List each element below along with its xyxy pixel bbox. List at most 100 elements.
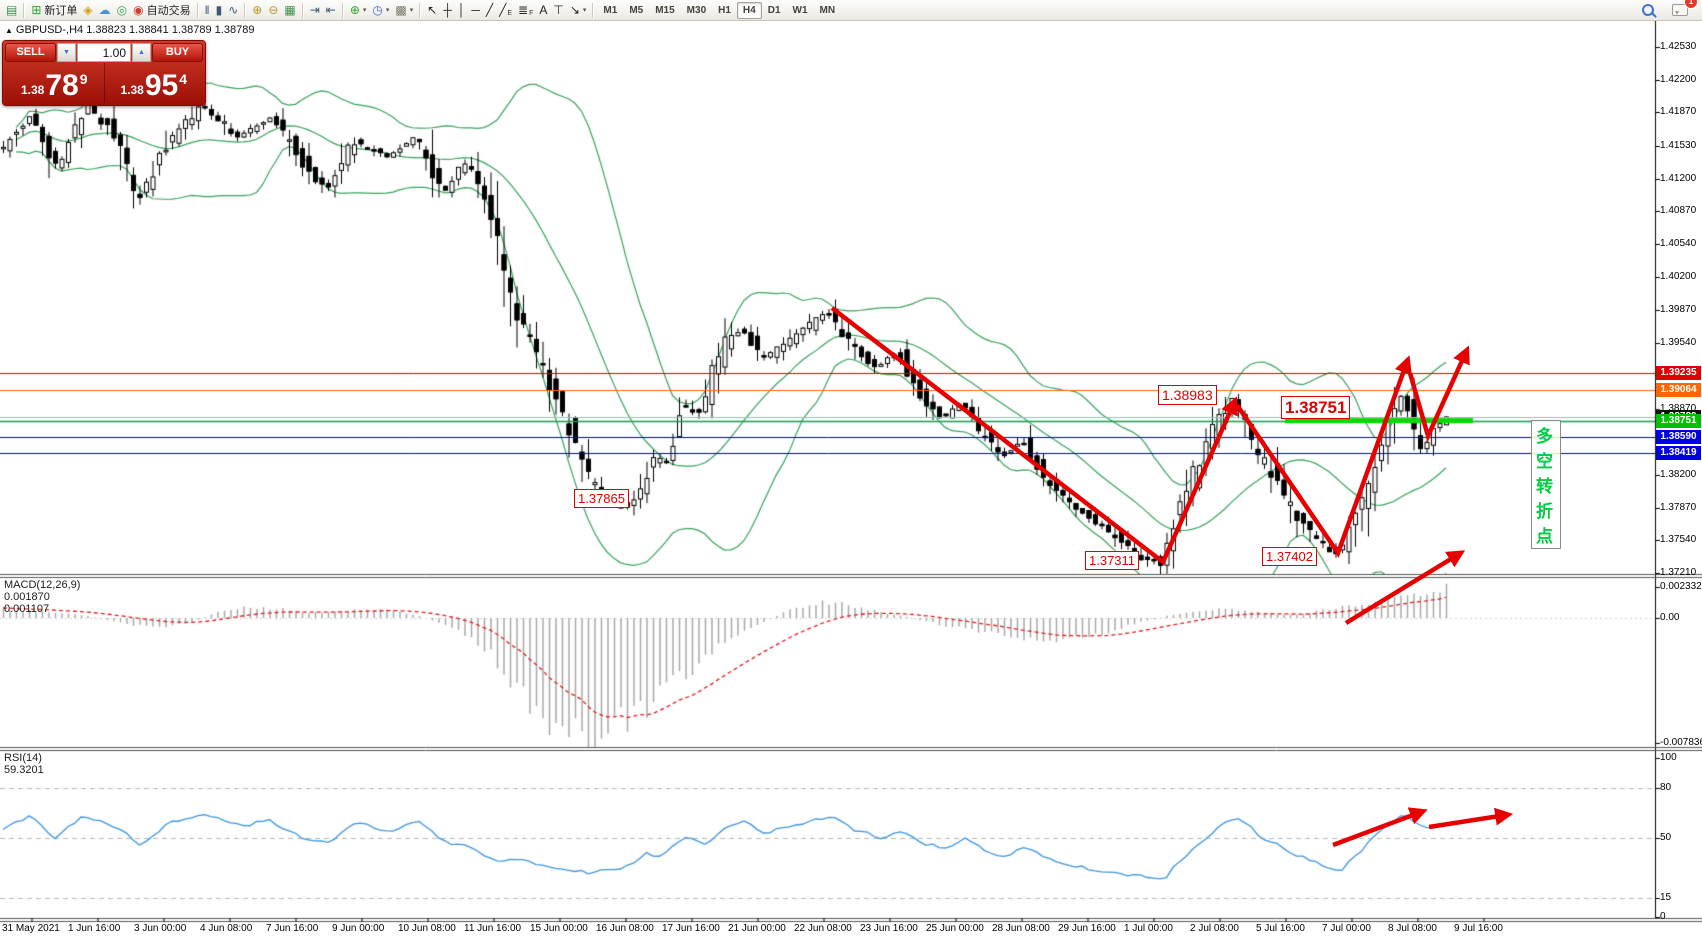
timeframe-d1[interactable]: D1 bbox=[767, 4, 781, 16]
cursor-button[interactable]: ↖ bbox=[424, 1, 440, 19]
notifications-button[interactable]: 1 bbox=[1669, 0, 1698, 19]
macd-indicator-label: MACD(12,26,9) 0.001870 0.001107 bbox=[4, 579, 81, 615]
timeframe-mn[interactable]: MN bbox=[819, 4, 836, 16]
toolbar-separator bbox=[301, 2, 304, 18]
line-chart-button[interactable]: ∿ bbox=[225, 1, 241, 19]
metaeditor-icon: ◈ bbox=[83, 3, 93, 17]
time-axis-label: 5 Jul 16:00 bbox=[1256, 923, 1305, 934]
chart-shift-button[interactable]: ⇤ bbox=[323, 1, 339, 19]
tile-windows-icon: ▦ bbox=[284, 3, 296, 17]
toolbar-separator bbox=[23, 2, 26, 18]
timeframe-m5[interactable]: M5 bbox=[629, 4, 644, 16]
zoom-in-icon: ⊕ bbox=[252, 3, 263, 17]
time-axis-label: 4 Jun 08:00 bbox=[200, 923, 253, 934]
volume-decrease-button[interactable]: ▼ bbox=[57, 43, 76, 62]
text-label-button[interactable]: ⊤ bbox=[550, 1, 566, 19]
fibonacci-button[interactable]: ≣ F bbox=[515, 1, 536, 19]
timeframe-m30[interactable]: M30 bbox=[686, 4, 707, 16]
templates-dropdown-icon[interactable]: ▾ bbox=[409, 7, 414, 14]
vertical-line-button[interactable]: │ bbox=[455, 1, 469, 19]
toolbar-separator bbox=[592, 2, 595, 18]
horizontal-line-button[interactable]: ─ bbox=[468, 1, 483, 19]
rsi-axis-label: 0 bbox=[1660, 911, 1666, 922]
toolbar-separator bbox=[244, 2, 247, 18]
equidistant-channel-button[interactable]: ╱ E bbox=[496, 1, 515, 19]
cursor-icon: ↖ bbox=[427, 3, 438, 17]
buy-button[interactable]: BUY bbox=[152, 43, 203, 62]
auto-scroll-button[interactable]: ⇥ bbox=[307, 1, 323, 19]
new-chart-icon: ▤ bbox=[6, 3, 18, 17]
vertical-line-icon: │ bbox=[457, 3, 466, 17]
timeframe-h4[interactable]: H4 bbox=[736, 1, 762, 19]
sell-price-prefix: 1.38 bbox=[20, 83, 45, 97]
timeframe-h1[interactable]: H1 bbox=[718, 4, 731, 16]
price-axis-tick: 1.41200 bbox=[1660, 172, 1697, 184]
timeframe-m1[interactable]: M1 bbox=[603, 4, 618, 16]
fibonacci-sub-label: F bbox=[529, 9, 534, 17]
price-axis-tick: 1.40870 bbox=[1660, 205, 1697, 217]
new-chart-button[interactable]: ▤ bbox=[3, 1, 20, 19]
time-axis-label: 22 Jun 08:00 bbox=[794, 923, 852, 934]
arrows-tool-button[interactable]: ↘ ▾ bbox=[567, 1, 590, 19]
sell-price-sup: 9 bbox=[79, 71, 88, 87]
trendline-button[interactable]: ╱ bbox=[483, 1, 496, 19]
bar-chart-icon: ‖ bbox=[204, 3, 210, 17]
sell-price-big: 78 bbox=[45, 69, 79, 102]
periods-icon: ◷ bbox=[372, 3, 383, 17]
price-badge: 1.39235 bbox=[1656, 365, 1701, 380]
new-order-button[interactable]: ⊞ 新订单 bbox=[28, 1, 80, 19]
periods-button[interactable]: ◷ ▾ bbox=[369, 1, 392, 19]
autotrading-button[interactable]: ◉ 自动交易 bbox=[130, 1, 193, 19]
text-button[interactable]: A bbox=[536, 1, 550, 19]
equidistant-channel-sub-label: E bbox=[507, 9, 513, 17]
timeframe-w1[interactable]: W1 bbox=[792, 4, 808, 16]
sell-button[interactable]: SELL bbox=[5, 43, 56, 62]
trendline-icon: ╱ bbox=[485, 3, 494, 17]
candlestick-chart-icon: ▮ bbox=[215, 3, 223, 17]
price-annotation: 1.37865 bbox=[574, 489, 629, 508]
zoom-in-button[interactable]: ⊕ bbox=[249, 1, 265, 19]
indicators-icon: ⊕ bbox=[349, 3, 360, 17]
crosshair-button[interactable]: ┼ bbox=[440, 1, 455, 19]
signals-button[interactable]: ◎ bbox=[114, 1, 130, 19]
signals-icon: ◎ bbox=[116, 3, 128, 17]
indicators-dropdown-icon[interactable]: ▾ bbox=[362, 7, 367, 14]
timeframe-m15[interactable]: M15 bbox=[655, 4, 675, 16]
price-annotation: 1.37402 bbox=[1262, 547, 1317, 566]
arrows-tool-icon: ↘ bbox=[569, 3, 580, 17]
equidistant-channel-icon: ╱ bbox=[499, 3, 507, 17]
arrows-tool-dropdown-icon[interactable]: ▾ bbox=[582, 7, 587, 14]
price-axis-tick: 1.39540 bbox=[1660, 336, 1697, 348]
volume-increase-button[interactable]: ▲ bbox=[132, 43, 151, 62]
templates-button[interactable]: ▩ ▾ bbox=[392, 1, 416, 19]
price-axis-tick: 1.42200 bbox=[1660, 73, 1697, 85]
crosshair-icon: ┼ bbox=[443, 3, 452, 17]
symbol-collapse-icon[interactable]: ▲ bbox=[5, 26, 13, 35]
time-axis-label: 29 Jun 16:00 bbox=[1058, 923, 1116, 934]
time-axis-label: 3 Jun 00:00 bbox=[134, 923, 187, 934]
metaeditor-button[interactable]: ◈ bbox=[80, 1, 95, 19]
candlestick-chart-button[interactable]: ▮ bbox=[213, 1, 226, 19]
mql5-community-button[interactable]: ☁ bbox=[96, 1, 114, 19]
new-order-icon: ⊞ bbox=[31, 3, 42, 17]
zoom-out-button[interactable]: ⊖ bbox=[265, 1, 281, 19]
volume-input[interactable] bbox=[77, 43, 131, 62]
search-button[interactable] bbox=[1639, 1, 1657, 19]
price-annotation: 1.38983 bbox=[1158, 385, 1217, 405]
macd-axis-label: 0.00 bbox=[1660, 612, 1680, 623]
time-axis-label: 31 May 2021 bbox=[2, 923, 60, 934]
indicators-button[interactable]: ⊕ ▾ bbox=[347, 1, 370, 19]
buy-price-display[interactable]: 1.38 95 4 bbox=[105, 63, 204, 103]
periods-dropdown-icon[interactable]: ▾ bbox=[385, 7, 390, 14]
buy-price-prefix: 1.38 bbox=[120, 83, 144, 97]
symbol-header[interactable]: ▲ GBPUSD-,H4 1.38823 1.38841 1.38789 1.38… bbox=[5, 24, 254, 36]
time-axis-label: 2 Jul 08:00 bbox=[1190, 923, 1239, 934]
bar-chart-button[interactable]: ‖ bbox=[202, 1, 213, 19]
zoom-out-icon: ⊖ bbox=[268, 3, 279, 17]
chat-bubble-icon bbox=[1672, 4, 1688, 16]
sell-price-display[interactable]: 1.38 78 9 bbox=[5, 63, 105, 103]
rsi-axis-label: 50 bbox=[1660, 832, 1672, 843]
tile-windows-button[interactable]: ▦ bbox=[281, 1, 298, 19]
